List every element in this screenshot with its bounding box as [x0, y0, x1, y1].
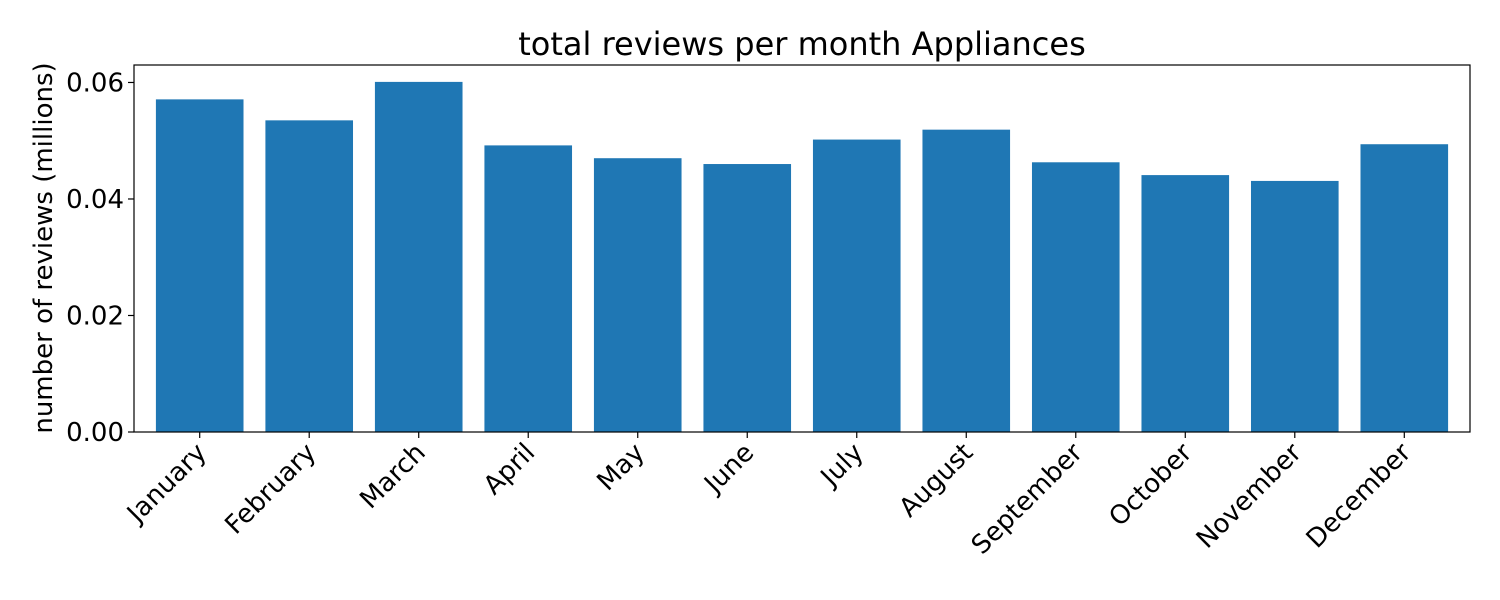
- bar-october: [1141, 175, 1230, 432]
- y-tick-label: 0.06: [66, 68, 124, 98]
- bar-january: [155, 99, 244, 432]
- x-tick-label: February: [219, 438, 322, 541]
- y-tick-label: 0.02: [66, 301, 124, 331]
- x-tick-label: November: [1191, 438, 1308, 555]
- x-tick-label: August: [894, 438, 980, 524]
- x-axis: January February March April May June July Augu…: [120, 432, 1417, 561]
- bar-august: [922, 129, 1011, 432]
- bar-march: [374, 81, 463, 433]
- x-tick-label: September: [966, 438, 1089, 561]
- x-tick-label: May: [591, 438, 650, 497]
- bar-may: [593, 158, 682, 432]
- bar-july: [812, 139, 901, 433]
- x-tick-label: October: [1103, 438, 1198, 533]
- bar-june: [703, 164, 792, 433]
- bar-september: [1031, 162, 1120, 433]
- bar-december: [1360, 144, 1449, 432]
- x-tick-label: December: [1301, 438, 1418, 555]
- bars-group: [155, 81, 1449, 433]
- plot-frame: [133, 64, 1471, 433]
- chart-title: total reviews per month Appliances: [518, 25, 1086, 63]
- x-tick-label: April: [478, 438, 541, 501]
- y-axis-label: number of reviews (millions): [29, 62, 59, 433]
- x-tick-label: July: [814, 438, 870, 494]
- x-tick-label: June: [698, 438, 761, 501]
- x-tick-label: January: [120, 438, 212, 530]
- bar-november: [1250, 180, 1339, 432]
- bar-february: [265, 120, 354, 432]
- y-axis: 0.00 0.02 0.04 0.06: [66, 68, 134, 448]
- y-tick-label: 0.04: [66, 185, 124, 215]
- x-tick-label: March: [354, 438, 431, 515]
- bar-april: [484, 145, 573, 432]
- y-tick-label: 0.00: [66, 418, 124, 448]
